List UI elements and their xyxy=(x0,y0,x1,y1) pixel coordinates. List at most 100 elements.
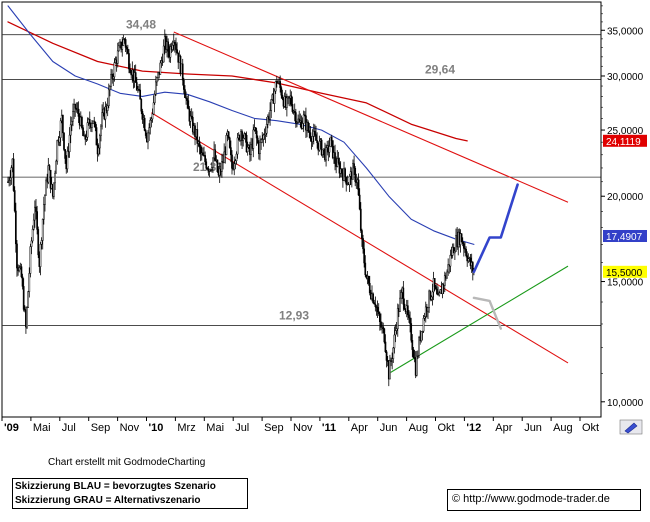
preferred-scenario-path xyxy=(472,183,519,274)
x-tick-label: Jun xyxy=(380,422,398,434)
candle-body xyxy=(260,139,262,143)
level-label: 34,48 xyxy=(126,18,156,32)
candle-body xyxy=(186,98,189,101)
candle-body xyxy=(152,102,155,115)
candle-body xyxy=(97,147,100,155)
candle-body xyxy=(112,76,115,79)
pencil-icon[interactable] xyxy=(619,419,643,435)
price-tag-label: 15,5000 xyxy=(606,268,643,279)
candle-body xyxy=(377,311,380,314)
candle-body xyxy=(74,104,77,109)
candle-body xyxy=(98,135,101,149)
candle-body xyxy=(263,134,266,136)
x-tick-label: Apr xyxy=(351,422,368,434)
candle-body xyxy=(82,127,84,137)
candle-body xyxy=(59,120,62,138)
candle-body xyxy=(147,132,149,143)
candle-body xyxy=(81,116,83,128)
candle-body xyxy=(454,250,456,254)
candle-body xyxy=(384,341,387,353)
candle-body xyxy=(328,146,331,153)
candle-body xyxy=(216,159,219,173)
candle-body xyxy=(372,293,374,303)
candle-body xyxy=(185,97,187,99)
candle-body xyxy=(174,41,176,45)
x-tick-label: Aug xyxy=(553,422,573,434)
candle-body xyxy=(189,115,192,122)
candle-body xyxy=(22,286,25,310)
pencil-icon-shape xyxy=(624,422,638,434)
candle-body xyxy=(280,87,283,96)
candle-body xyxy=(250,144,252,155)
candle-body xyxy=(184,89,186,98)
candle-body xyxy=(85,136,88,140)
candle-body xyxy=(446,271,448,279)
candle-body xyxy=(421,330,424,333)
candle-body xyxy=(69,124,72,136)
candle-body xyxy=(227,131,230,139)
candle-body xyxy=(104,106,107,120)
price-tag-label: 17,4907 xyxy=(606,232,643,243)
candle-body xyxy=(417,355,419,357)
candle-body xyxy=(373,302,376,305)
candle-body xyxy=(235,153,238,162)
candle-body xyxy=(32,219,35,230)
candle-body xyxy=(290,95,293,105)
copyright-link[interactable]: © http://www.godmode-trader.de xyxy=(447,489,641,511)
x-tick-label: Jul xyxy=(235,422,249,434)
candle-body xyxy=(56,140,59,162)
candle-body xyxy=(399,297,401,312)
candle-body xyxy=(246,147,249,153)
candle-body xyxy=(107,89,110,107)
candle-body xyxy=(29,246,32,274)
candle-body xyxy=(26,307,28,328)
candle-body xyxy=(9,177,12,181)
x-tick-label: Apr xyxy=(495,422,512,434)
candle-body xyxy=(12,158,15,191)
candle-body xyxy=(16,243,18,269)
candle-body xyxy=(400,292,402,299)
candle-body xyxy=(159,62,162,75)
candle-body xyxy=(403,303,406,310)
candle-body xyxy=(338,162,341,174)
candle-body xyxy=(410,323,413,341)
chart-svg: 34,4829,6421,3312,9310,000015,000020,000… xyxy=(1,1,647,435)
candle-body xyxy=(35,206,37,212)
candle-body xyxy=(275,81,278,83)
candle-body xyxy=(42,204,45,220)
candle-body xyxy=(261,138,264,141)
chart-credit-note: Chart erstellt mit GodmodeCharting xyxy=(48,457,206,468)
y-tick-label: 25,0000 xyxy=(607,126,644,137)
candle-body xyxy=(223,151,226,164)
candle-body xyxy=(402,287,405,305)
candle-body xyxy=(134,72,137,83)
x-tick-label: '10 xyxy=(149,422,164,434)
candle-body xyxy=(269,110,271,120)
candle-body xyxy=(337,158,340,163)
candle-body xyxy=(420,331,423,342)
candle-body xyxy=(423,316,426,319)
candle-body xyxy=(101,112,103,127)
candle-body xyxy=(296,121,298,124)
candle-body xyxy=(325,147,327,161)
x-tick-label: Nov xyxy=(120,422,140,434)
candle-body xyxy=(309,132,312,139)
y-tick-label: 10,0000 xyxy=(607,398,644,409)
candle-body xyxy=(230,147,232,156)
candle-body xyxy=(367,276,370,284)
candle-body xyxy=(424,306,427,317)
candle-body xyxy=(361,230,363,239)
candle-body xyxy=(378,313,381,323)
candle-body xyxy=(265,124,268,134)
candle-body xyxy=(354,167,357,182)
candle-body xyxy=(176,49,178,54)
candle-body xyxy=(382,326,385,330)
candle-body xyxy=(234,160,237,164)
candle-body xyxy=(281,94,284,100)
candle-body xyxy=(151,113,154,120)
x-tick-label: '11 xyxy=(322,422,336,434)
candle-body xyxy=(452,247,455,254)
candle-body xyxy=(422,317,425,332)
candle-body xyxy=(113,62,116,78)
